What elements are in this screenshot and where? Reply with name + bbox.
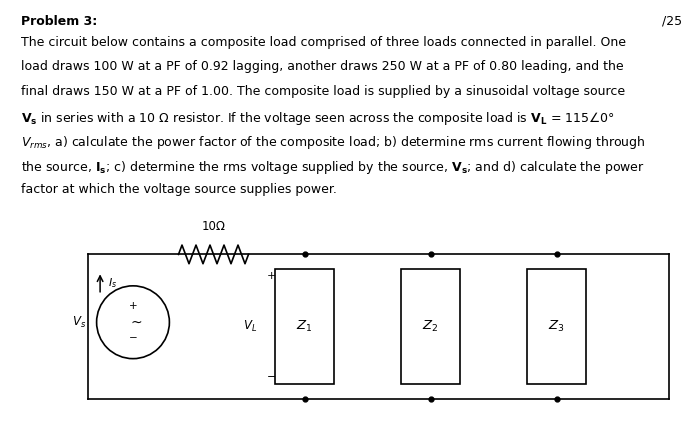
Bar — [526, 269, 587, 384]
Text: factor at which the voltage source supplies power.: factor at which the voltage source suppl… — [21, 183, 337, 196]
Text: $\mathbf{V_s}$ in series with a 10 $\Omega$ resistor. If the voltage seen across: $\mathbf{V_s}$ in series with a 10 $\Ome… — [21, 109, 615, 126]
Text: +: + — [129, 301, 137, 311]
Text: /25: /25 — [662, 15, 682, 28]
Text: ~: ~ — [131, 315, 143, 329]
Text: −: − — [267, 371, 276, 382]
Text: Problem 3:: Problem 3: — [21, 15, 97, 28]
Text: final draws 150 W at a PF of 1.00. The composite load is supplied by a sinusoida: final draws 150 W at a PF of 1.00. The c… — [21, 85, 625, 98]
Text: −: − — [129, 332, 137, 343]
Text: $V_s$: $V_s$ — [72, 315, 86, 330]
Text: +: + — [267, 271, 276, 282]
Text: $Z_3$: $Z_3$ — [548, 319, 565, 334]
Bar — [400, 269, 461, 384]
Text: the source, $\mathbf{I_s}$; c) determine the rms voltage supplied by the source,: the source, $\mathbf{I_s}$; c) determine… — [21, 159, 645, 176]
Text: $V_{rms}$, a) calculate the power factor of the composite load; b) determine rms: $V_{rms}$, a) calculate the power factor… — [21, 134, 645, 151]
Text: $V_L$: $V_L$ — [243, 319, 258, 334]
Text: 10Ω: 10Ω — [202, 220, 225, 233]
Text: load draws 100 W at a PF of 0.92 lagging, another draws 250 W at a PF of 0.80 le: load draws 100 W at a PF of 0.92 lagging… — [21, 60, 624, 73]
Text: The circuit below contains a composite load comprised of three loads connected i: The circuit below contains a composite l… — [21, 36, 626, 49]
Text: $Z_2$: $Z_2$ — [422, 319, 439, 334]
Bar — [274, 269, 335, 384]
Text: $I_s$: $I_s$ — [108, 276, 118, 290]
Text: $Z_1$: $Z_1$ — [296, 319, 313, 334]
Ellipse shape — [97, 286, 169, 359]
